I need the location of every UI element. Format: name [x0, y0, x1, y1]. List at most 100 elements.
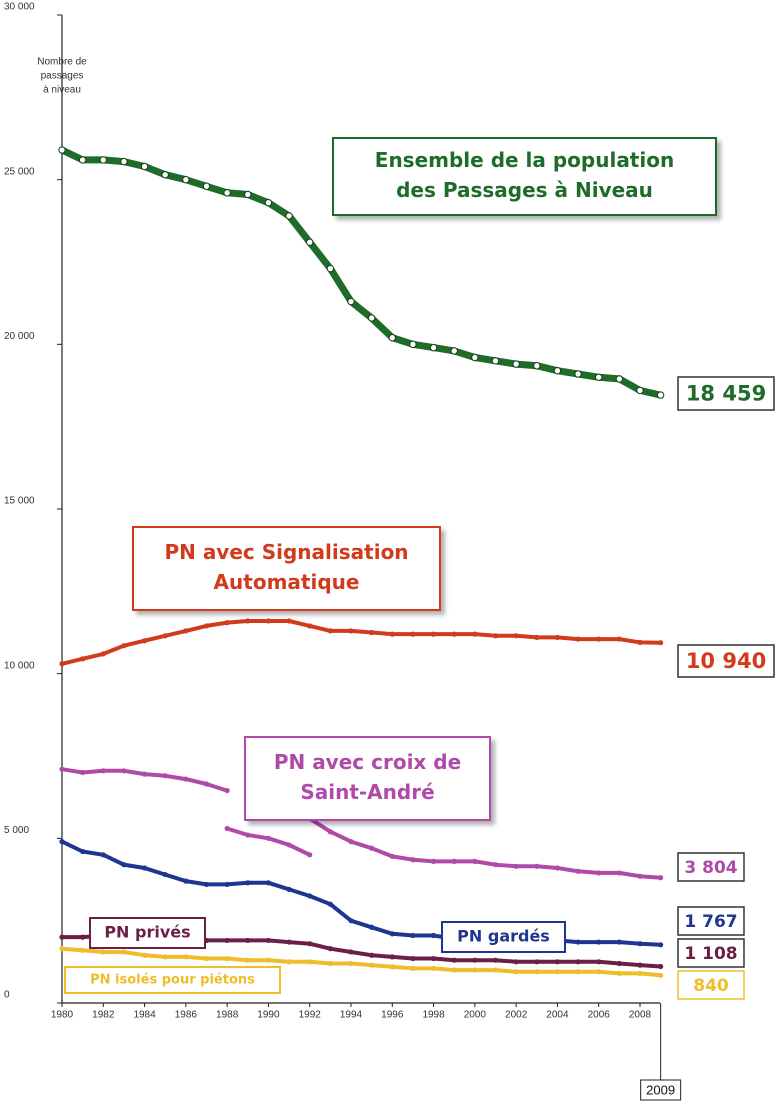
- point: [203, 623, 210, 629]
- series-name-box: [64, 966, 281, 994]
- point: [636, 386, 644, 395]
- point: [327, 960, 333, 967]
- point: [430, 965, 437, 972]
- point: [307, 959, 313, 965]
- y-axis-label: à niveau: [43, 85, 81, 96]
- point: [492, 957, 499, 963]
- point: [306, 238, 314, 246]
- point: [534, 863, 540, 869]
- series-name: Ensemble de la population: [375, 148, 674, 172]
- value-label: 18 459: [686, 382, 766, 406]
- point: [80, 769, 86, 776]
- point: [637, 639, 643, 645]
- series-name: PN privés: [104, 923, 190, 942]
- series-name: Saint-André: [300, 780, 434, 804]
- point: [141, 865, 148, 871]
- point: [616, 970, 622, 976]
- x-tick-label: 1992: [299, 1010, 322, 1021]
- point: [451, 858, 457, 864]
- series-name: Automatique: [214, 570, 360, 594]
- x-tick-label: 1996: [381, 1010, 404, 1021]
- point: [162, 871, 168, 878]
- value-label: 840: [693, 976, 729, 996]
- series-name-box: [332, 137, 717, 216]
- point: [100, 768, 106, 774]
- point: [471, 353, 479, 362]
- x-tick-label: 1984: [133, 1010, 156, 1021]
- point: [492, 633, 499, 639]
- point: [327, 901, 333, 907]
- point: [120, 157, 128, 166]
- point: [595, 373, 603, 381]
- point: [574, 370, 582, 378]
- point: [162, 773, 168, 779]
- point: [286, 939, 292, 945]
- point: [575, 939, 581, 945]
- point: [203, 781, 210, 787]
- point: [307, 941, 313, 947]
- point: [575, 636, 581, 642]
- point: [224, 881, 230, 888]
- point: [327, 946, 333, 952]
- value-label-box: [677, 938, 745, 968]
- series-name-box: [89, 917, 206, 949]
- x-tick-label: 2006: [588, 1010, 611, 1021]
- point: [347, 297, 355, 306]
- x-tick-label: 1994: [340, 1010, 363, 1021]
- point: [533, 362, 541, 370]
- point: [596, 870, 602, 876]
- point: [307, 893, 313, 899]
- point: [513, 969, 519, 975]
- point: [492, 967, 499, 973]
- point: [554, 634, 561, 641]
- series-name: PN avec croix de: [274, 750, 461, 774]
- series-name-box: [441, 921, 566, 953]
- y-axis-label: Nombre de: [37, 57, 87, 68]
- point: [553, 366, 562, 375]
- y-tick-label: 0: [4, 990, 10, 1001]
- point: [637, 873, 643, 879]
- point: [534, 969, 540, 975]
- point: [369, 845, 375, 851]
- point: [121, 643, 127, 649]
- point: [616, 636, 622, 642]
- point: [245, 937, 251, 944]
- point: [616, 939, 622, 945]
- x-tick-label: 2000: [464, 1010, 487, 1021]
- point: [472, 967, 478, 973]
- point: [410, 955, 416, 962]
- point: [162, 954, 168, 960]
- point: [389, 954, 395, 960]
- point: [162, 633, 168, 639]
- point: [348, 628, 354, 634]
- series-name-box: [132, 526, 441, 611]
- point: [245, 618, 251, 624]
- point: [513, 863, 519, 869]
- point: [615, 375, 624, 383]
- point: [348, 949, 354, 955]
- point: [59, 661, 65, 667]
- point: [369, 952, 375, 958]
- point: [409, 340, 417, 349]
- y-tick-label: 10 000: [4, 660, 35, 671]
- value-label-box: [677, 644, 775, 678]
- x-tick-label: 2002: [505, 1010, 528, 1021]
- point: [80, 934, 86, 940]
- point: [596, 636, 602, 642]
- point: [121, 862, 127, 868]
- point: [534, 634, 540, 641]
- point: [575, 959, 581, 965]
- point: [100, 949, 106, 955]
- point: [575, 969, 581, 975]
- value-label-box: [677, 852, 745, 882]
- point: [554, 969, 561, 975]
- point: [554, 959, 561, 965]
- point: [451, 631, 457, 637]
- point: [307, 852, 313, 858]
- series-name-box: [244, 736, 491, 821]
- value-label-box: [677, 906, 745, 936]
- x-highlight-box: [640, 1079, 682, 1101]
- point: [430, 932, 437, 939]
- point: [224, 787, 230, 794]
- point: [637, 970, 643, 976]
